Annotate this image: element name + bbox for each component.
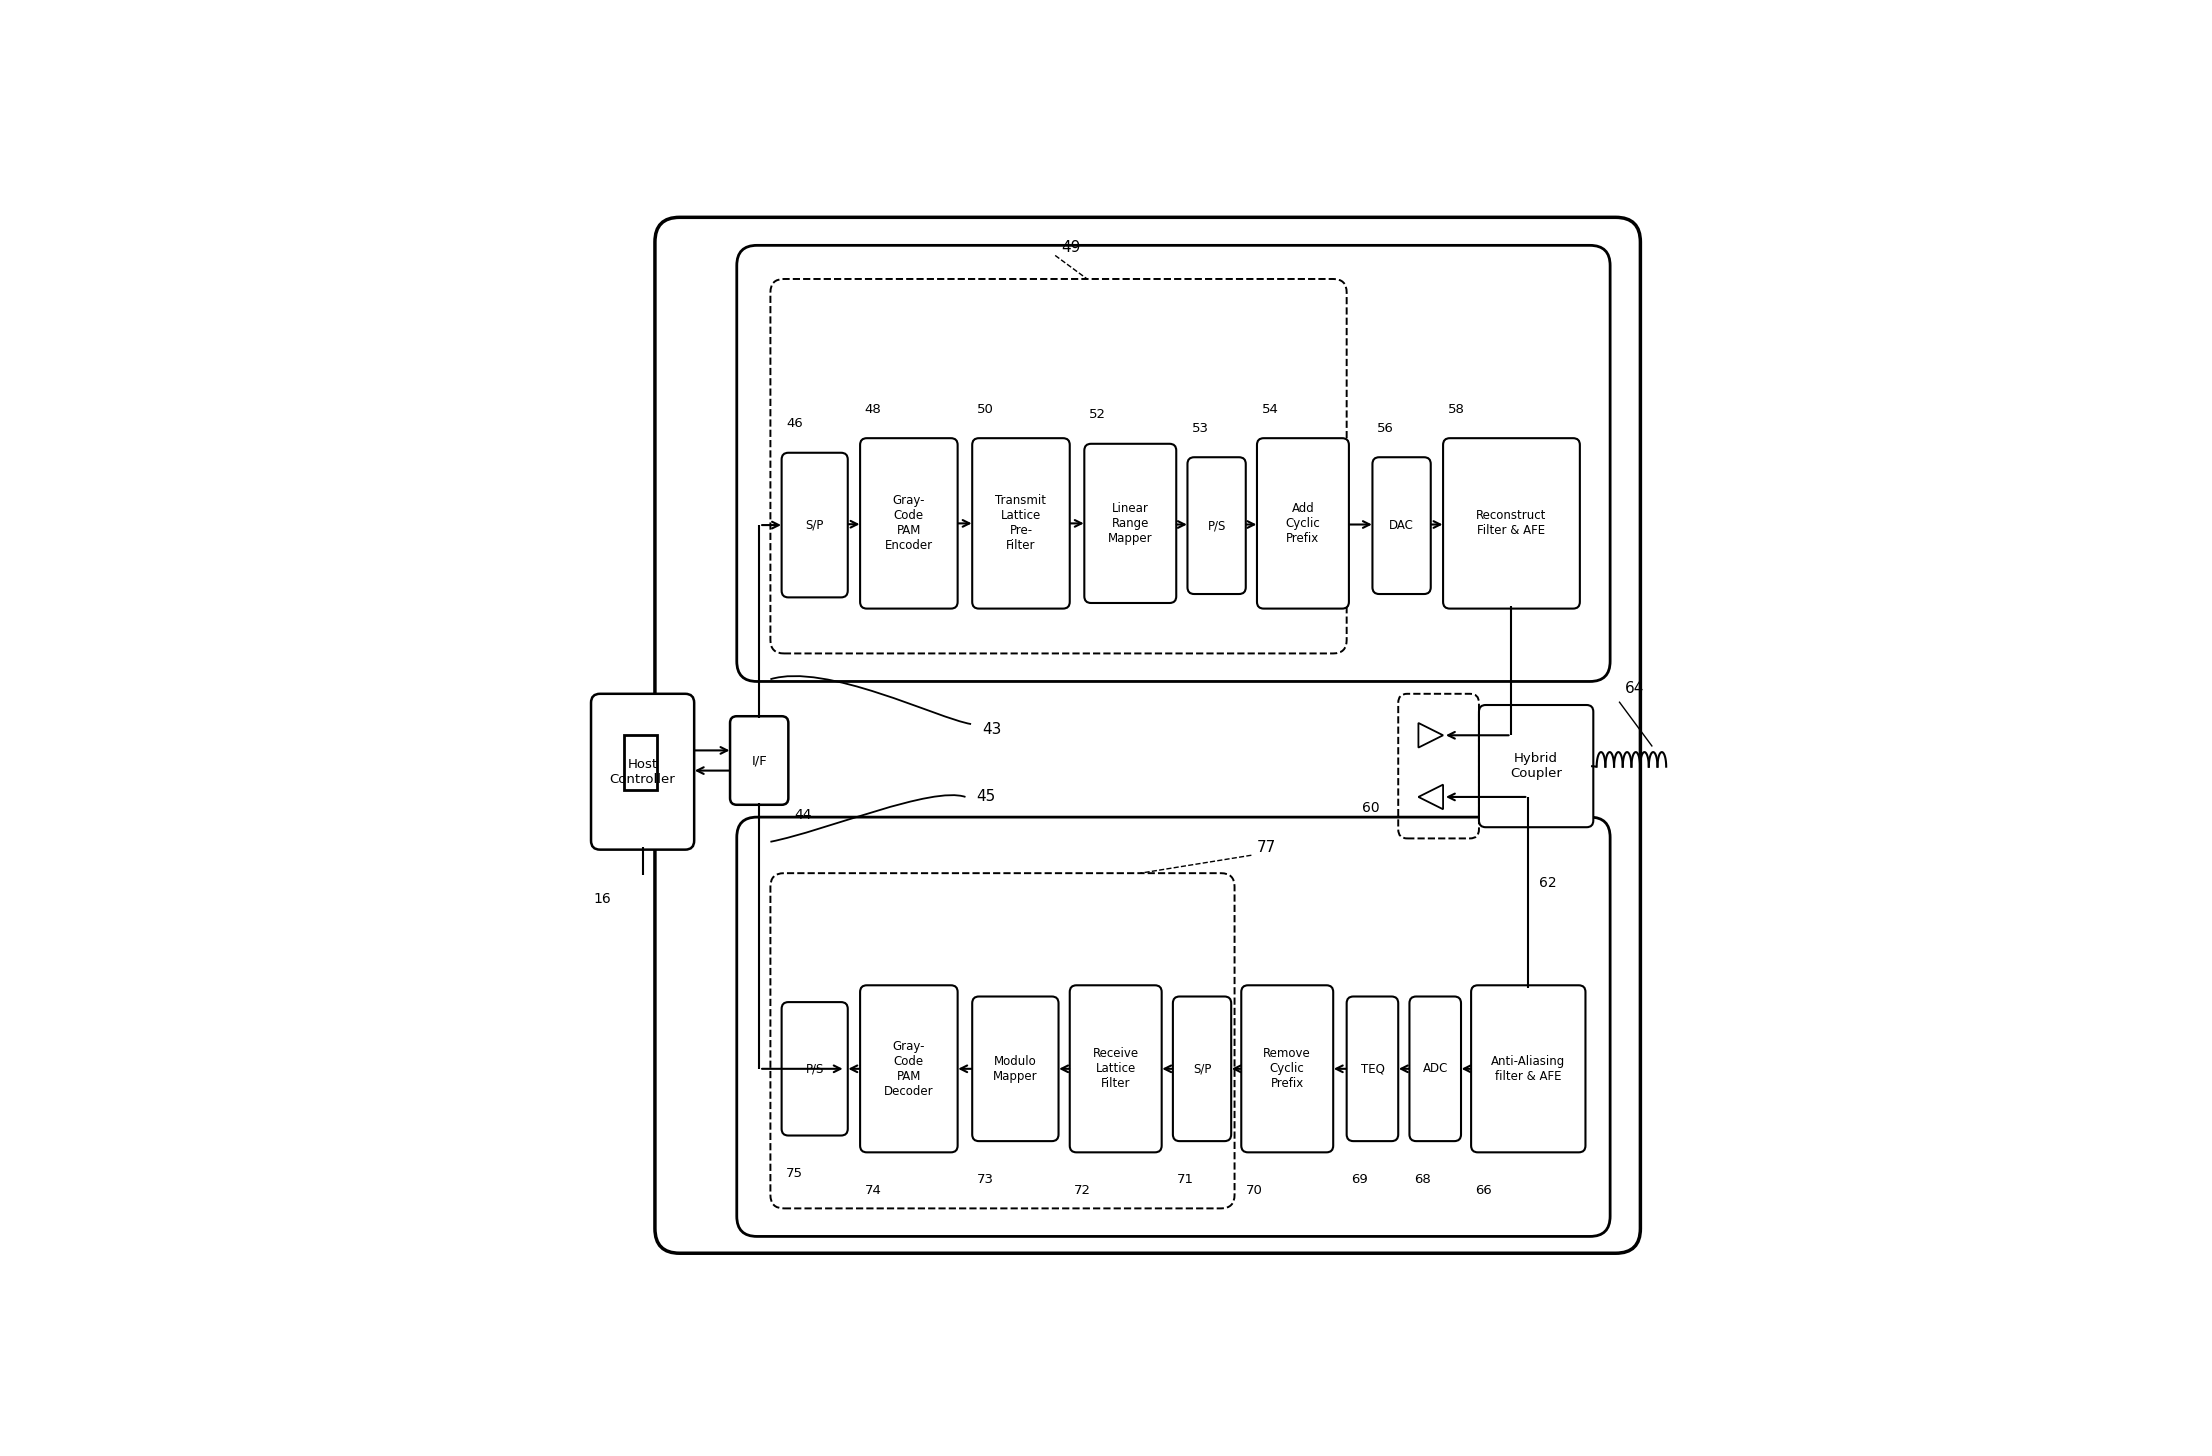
FancyBboxPatch shape	[1471, 986, 1586, 1152]
Text: 75: 75	[785, 1166, 803, 1179]
Text: Anti-Aliasing
filter & AFE: Anti-Aliasing filter & AFE	[1491, 1054, 1566, 1083]
Text: 45: 45	[978, 789, 995, 805]
FancyBboxPatch shape	[1409, 996, 1460, 1142]
FancyBboxPatch shape	[655, 217, 1641, 1254]
Text: Hybrid
Coupler: Hybrid Coupler	[1511, 753, 1562, 780]
Text: 62: 62	[1540, 877, 1557, 890]
Text: Reconstruct
Filter & AFE: Reconstruct Filter & AFE	[1475, 510, 1546, 537]
Text: 74: 74	[865, 1184, 880, 1197]
Text: 46: 46	[785, 418, 803, 431]
FancyBboxPatch shape	[1256, 438, 1349, 609]
Text: P/S: P/S	[1208, 520, 1225, 531]
FancyBboxPatch shape	[860, 438, 958, 609]
Text: 44: 44	[794, 808, 812, 823]
Text: 64: 64	[1624, 681, 1644, 696]
Text: 70: 70	[1245, 1184, 1263, 1197]
Text: 77: 77	[1256, 840, 1276, 855]
Text: Host
Controller: Host Controller	[611, 757, 675, 786]
FancyBboxPatch shape	[737, 246, 1610, 681]
FancyBboxPatch shape	[973, 438, 1071, 609]
Text: Modulo
Mapper: Modulo Mapper	[993, 1054, 1037, 1083]
Text: 58: 58	[1447, 403, 1464, 416]
Text: 69: 69	[1352, 1172, 1367, 1185]
Text: 50: 50	[978, 403, 993, 416]
Text: I/F: I/F	[752, 754, 768, 767]
Text: ADC: ADC	[1422, 1063, 1449, 1076]
FancyBboxPatch shape	[860, 986, 958, 1152]
Text: 43: 43	[982, 722, 1002, 737]
Text: 71: 71	[1177, 1172, 1194, 1185]
Text: 52: 52	[1088, 408, 1106, 421]
Text: 66: 66	[1475, 1184, 1493, 1197]
FancyBboxPatch shape	[737, 817, 1610, 1236]
Text: Gray-
Code
PAM
Encoder: Gray- Code PAM Encoder	[885, 495, 933, 552]
Text: S/P: S/P	[1192, 1063, 1212, 1076]
FancyBboxPatch shape	[730, 716, 787, 805]
Text: DAC: DAC	[1389, 520, 1413, 531]
Text: Receive
Lattice
Filter: Receive Lattice Filter	[1093, 1047, 1139, 1091]
FancyBboxPatch shape	[781, 1002, 847, 1136]
Text: 56: 56	[1376, 422, 1394, 435]
Text: 54: 54	[1261, 403, 1279, 416]
FancyBboxPatch shape	[1084, 444, 1177, 603]
FancyBboxPatch shape	[1172, 996, 1232, 1142]
FancyBboxPatch shape	[1442, 438, 1579, 609]
Text: P/S: P/S	[805, 1063, 823, 1076]
Text: 49: 49	[1062, 240, 1079, 255]
FancyBboxPatch shape	[781, 453, 847, 597]
Text: Transmit
Lattice
Pre-
Filter: Transmit Lattice Pre- Filter	[995, 495, 1046, 552]
Text: 16: 16	[593, 893, 611, 906]
FancyBboxPatch shape	[1188, 457, 1245, 594]
FancyBboxPatch shape	[1480, 705, 1593, 827]
Text: 72: 72	[1075, 1184, 1091, 1197]
FancyBboxPatch shape	[624, 735, 657, 791]
FancyBboxPatch shape	[1071, 986, 1161, 1152]
FancyBboxPatch shape	[1347, 996, 1398, 1142]
Text: Add
Cyclic
Prefix: Add Cyclic Prefix	[1285, 502, 1321, 545]
Text: 48: 48	[865, 403, 880, 416]
FancyBboxPatch shape	[1371, 457, 1431, 594]
FancyBboxPatch shape	[1241, 986, 1334, 1152]
Text: 73: 73	[978, 1172, 993, 1185]
FancyBboxPatch shape	[591, 695, 695, 850]
Text: Linear
Range
Mapper: Linear Range Mapper	[1108, 502, 1152, 545]
Text: S/P: S/P	[805, 518, 823, 531]
Text: 68: 68	[1413, 1172, 1431, 1185]
Text: Gray-
Code
PAM
Decoder: Gray- Code PAM Decoder	[885, 1040, 933, 1098]
Text: TEQ: TEQ	[1360, 1063, 1385, 1076]
Text: Remove
Cyclic
Prefix: Remove Cyclic Prefix	[1263, 1047, 1312, 1091]
Text: 60: 60	[1363, 801, 1380, 815]
Text: 53: 53	[1192, 422, 1210, 435]
FancyBboxPatch shape	[973, 996, 1060, 1142]
